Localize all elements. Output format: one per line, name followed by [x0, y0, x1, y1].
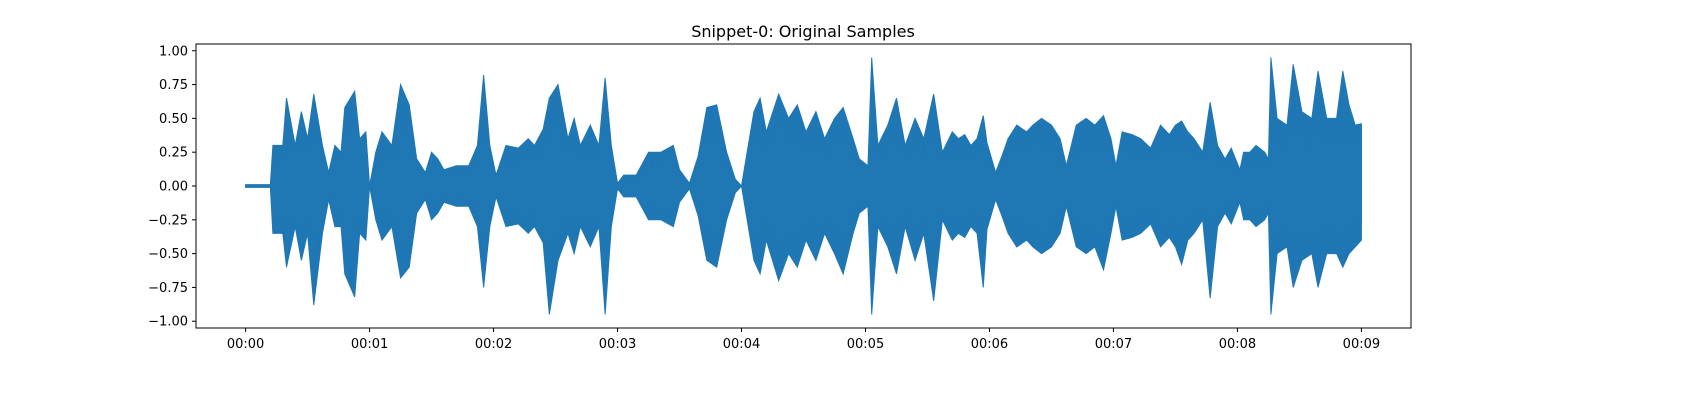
x-tick-label: 00:03: [599, 337, 636, 352]
x-tick-label: 00:01: [351, 337, 388, 352]
plot-frame: [195, 43, 1412, 329]
y-tick-label: 0.00: [159, 180, 188, 195]
chart-title: Snippet-0: Original Samples: [691, 22, 915, 41]
y-tick-label: 0.75: [159, 78, 188, 93]
y-tick-label: −0.25: [148, 213, 188, 228]
y-tick-label: −1.00: [148, 315, 188, 330]
x-tick-label: 00:04: [723, 337, 760, 352]
y-tick-label: −0.50: [148, 247, 188, 262]
x-tick-label: 00:00: [227, 337, 264, 352]
y-tick-label: 0.25: [159, 146, 188, 161]
x-tick-label: 00:08: [1219, 337, 1256, 352]
y-tick-label: 1.00: [159, 44, 188, 59]
waveform-oscillation-0: [245, 67, 1362, 308]
x-tick-label: 00:07: [1095, 337, 1132, 352]
x-axis: 00:00 00:01 00:02 00:03 00:04 00:05 00:06 00:07…: [227, 328, 1380, 352]
x-tick-label: 00:09: [1343, 337, 1380, 352]
y-axis: 1.00 0.75 0.50 0.25 0.00 −0.25 −0.50 −0.75 −1.00: [148, 44, 196, 330]
plot-area: [245, 57, 1362, 315]
y-tick-label: 0.50: [159, 112, 188, 127]
x-tick-label: 00:06: [971, 337, 1008, 352]
x-tick-label: 00:02: [475, 337, 512, 352]
x-tick-label: 00:05: [847, 337, 884, 352]
y-tick-label: −0.75: [148, 281, 188, 296]
